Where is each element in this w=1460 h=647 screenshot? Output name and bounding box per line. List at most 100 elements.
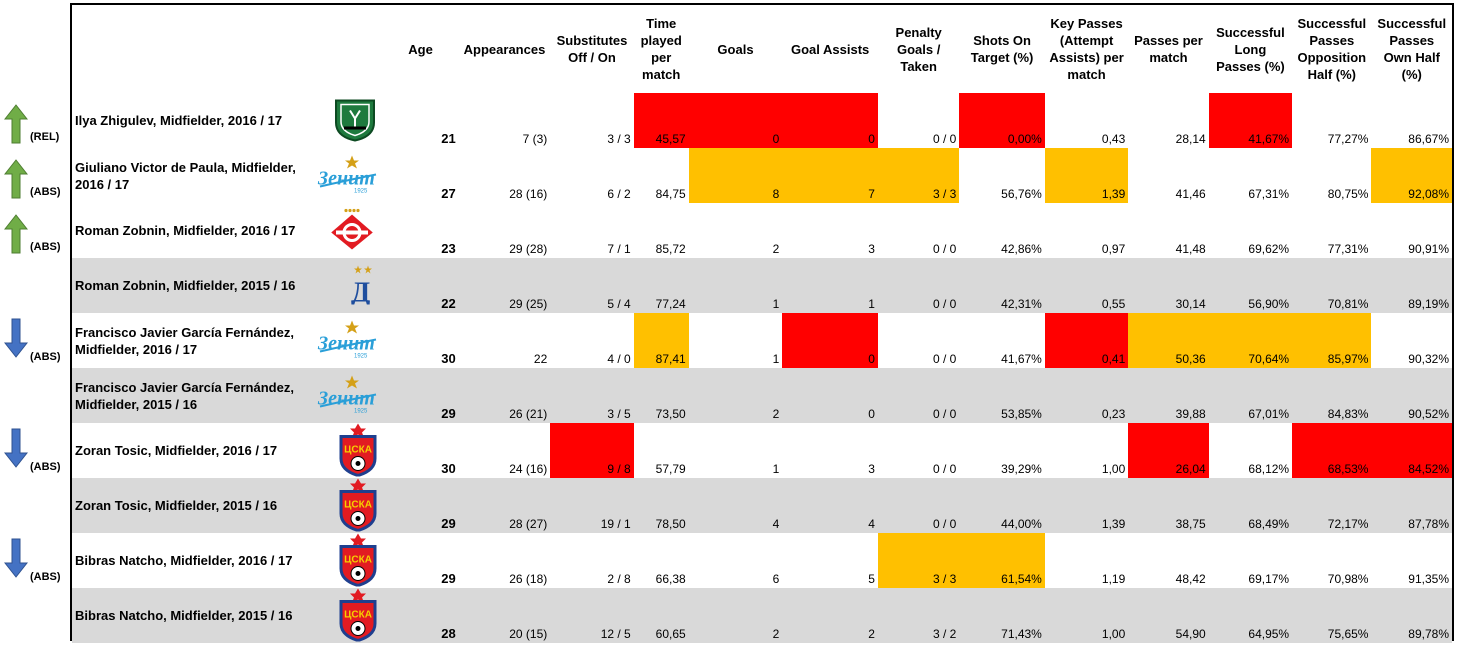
svg-text:Д: Д <box>351 277 370 304</box>
penalty-cell: 3 / 3 <box>877 148 960 203</box>
opposition-half-cell: 77,27% <box>1327 132 1369 146</box>
opposition-half-cell: 80,75% <box>1327 187 1369 201</box>
arrow-down-icon: (ABS) <box>4 424 61 479</box>
time-played-cell: 73,50 <box>633 368 689 423</box>
player-row: Zoran Tosic, Midfielder, 2015 / 16 ЦСКА 29… <box>72 478 1452 533</box>
penalty-cell: 3 / 2 <box>877 588 960 643</box>
zenit-logo: Зенит 1925 <box>316 319 378 362</box>
shots-on-target-cell: 61,54% <box>959 533 1045 588</box>
player-name: Francisco Javier García Fernández, Midfi… <box>75 379 294 412</box>
opposition-half-cell: 70,81% <box>1292 258 1372 313</box>
opposition-half-cell: 85,97% <box>1292 313 1372 368</box>
own-half-cell: 91,35% <box>1408 572 1449 586</box>
shots-on-target-cell: 71,43% <box>959 588 1045 643</box>
own-half-cell: 89,19% <box>1371 258 1452 313</box>
player-name-cell: Zoran Tosic, Midfielder, 2015 / 16 ЦСКА <box>72 478 383 533</box>
player-row: Ilya Zhigulev, Midfielder, 2016 / 17 21 7 … <box>72 93 1452 148</box>
penalty-cell: 0 / 0 <box>933 132 957 146</box>
appearances-cell: 29 (25) <box>458 258 551 313</box>
player-name-cell: Zoran Tosic, Midfielder, 2016 / 17 ЦСКА <box>72 423 382 478</box>
long-passes-cell: 67,31% <box>1248 187 1290 201</box>
own-half-cell: 89,78% <box>1371 588 1452 643</box>
player-name: Francisco Javier García Fernández, Midfi… <box>75 324 294 357</box>
penalty-cell: 0 / 0 <box>877 478 960 533</box>
key-passes-cell: 0,41 <box>1044 313 1129 368</box>
goal-assists-cell: 7 <box>782 148 878 203</box>
goal-assists-cell: 5 <box>868 572 875 586</box>
long-passes-cell: 41,67% <box>1208 93 1293 148</box>
key-passes-cell: 0,23 <box>1044 368 1129 423</box>
shots-on-target-cell: 42,86% <box>1001 242 1042 256</box>
long-passes-cell: 68,49% <box>1208 478 1293 533</box>
substitutes-cell: 3 / 5 <box>550 368 634 423</box>
cska-logo: ЦСКА <box>338 532 378 589</box>
key-passes-cell: 1,00 <box>1101 462 1126 476</box>
krasnodar-logo <box>332 96 378 145</box>
header-goals: Goals <box>717 41 754 57</box>
appearances-cell: 7 (3) <box>522 132 548 146</box>
age-cell: 29 <box>382 368 459 423</box>
header-long-passes: Successful Long Passes (%) <box>1216 24 1285 74</box>
appearances-cell: 22 <box>533 352 548 366</box>
shots-on-target-cell: 0,00% <box>959 93 1045 148</box>
player-name-cell: Giuliano Victor de Paula, Midfielder, 20… <box>72 148 382 203</box>
long-passes-cell: 68,12% <box>1248 462 1290 476</box>
key-passes-cell: 0,43 <box>1101 132 1126 146</box>
passes-per-match-cell: 50,36 <box>1128 313 1209 368</box>
penalty-cell: 0 / 0 <box>877 258 960 313</box>
passes-per-match-cell: 38,75 <box>1128 478 1209 533</box>
key-passes-cell: 1,39 <box>1044 148 1129 203</box>
player-row: Bibras Natcho, Midfielder, 2015 / 16 ЦСКА… <box>72 588 1452 643</box>
cska-logo: ЦСКА <box>338 422 378 479</box>
penalty-cell: 0 / 0 <box>933 352 957 366</box>
time-played-cell: 60,65 <box>633 588 689 643</box>
long-passes-cell: 64,95% <box>1208 588 1293 643</box>
own-half-cell: 90,52% <box>1371 368 1452 423</box>
player-row: Roman Zobnin, Midfielder, 2016 / 17 23 29 … <box>72 203 1452 258</box>
zenit-logo: Зенит 1925 <box>316 154 378 197</box>
goals-cell: 2 <box>688 588 783 643</box>
player-row: Roman Zobnin, Midfielder, 2015 / 16 Д 22 29… <box>72 258 1452 313</box>
player-comparison-table: Age Appearances Substitutes Off / On Tim… <box>70 3 1454 643</box>
key-passes-cell: 1,39 <box>1044 478 1129 533</box>
player-name: Bibras Natcho, Midfielder, 2016 / 17 <box>75 553 293 568</box>
appearances-cell: 28 (27) <box>458 478 551 533</box>
substitutes-cell: 19 / 1 <box>550 478 634 533</box>
arrow-down-icon: (ABS) <box>4 534 61 589</box>
spartak-logo <box>326 207 378 254</box>
own-half-cell: 86,67% <box>1408 132 1449 146</box>
header-time-played: Time played per match <box>640 16 682 82</box>
player-name-cell: Francisco Javier García Fernández, Midfi… <box>72 313 382 368</box>
svg-text:1925: 1925 <box>354 353 368 359</box>
svg-text:ЦСКА: ЦСКА <box>344 444 372 455</box>
long-passes-cell: 67,01% <box>1208 368 1293 423</box>
substitutes-cell: 9 / 8 <box>550 423 634 478</box>
player-row: Giuliano Victor de Paula, Midfielder, 20… <box>72 148 1452 203</box>
substitutes-cell: 6 / 2 <box>607 187 631 201</box>
player-name: Roman Zobnin, Midfielder, 2016 / 17 <box>75 223 296 238</box>
player-name-cell: Francisco Javier García Fernández, Midfi… <box>72 368 383 423</box>
header-age: Age <box>408 41 433 57</box>
header-row: Age Appearances Substitutes Off / On Tim… <box>72 5 1452 93</box>
time-played-cell: 87,41 <box>633 313 689 368</box>
player-name: Zoran Tosic, Midfielder, 2016 / 17 <box>75 443 278 458</box>
opposition-half-cell: 77,31% <box>1327 242 1369 256</box>
opposition-half-cell: 72,17% <box>1292 478 1372 533</box>
header-substitutes: Substitutes Off / On <box>556 33 628 65</box>
player-name: Roman Zobnin, Midfielder, 2015 / 16 <box>75 278 296 293</box>
age-cell: 23 <box>441 241 456 256</box>
svg-text:1925: 1925 <box>354 188 368 194</box>
goal-assists-cell: 0 <box>782 368 878 423</box>
time-played-cell: 84,75 <box>655 187 686 201</box>
penalty-cell: 0 / 0 <box>933 462 957 476</box>
goal-assists-cell: 3 <box>868 462 875 476</box>
passes-per-match-cell: 39,88 <box>1128 368 1209 423</box>
opposition-half-cell: 68,53% <box>1292 423 1372 478</box>
shots-on-target-cell: 53,85% <box>959 368 1045 423</box>
key-passes-cell: 0,97 <box>1101 242 1126 256</box>
player-row: Francisco Javier García Fernández, Midfi… <box>72 313 1452 368</box>
substitutes-cell: 7 / 1 <box>607 242 631 256</box>
header-goal-assists: Goal Assists <box>790 41 870 57</box>
goal-assists-cell: 1 <box>782 258 878 313</box>
player-row: Zoran Tosic, Midfielder, 2016 / 17 ЦСКА 3 0… <box>72 423 1452 478</box>
